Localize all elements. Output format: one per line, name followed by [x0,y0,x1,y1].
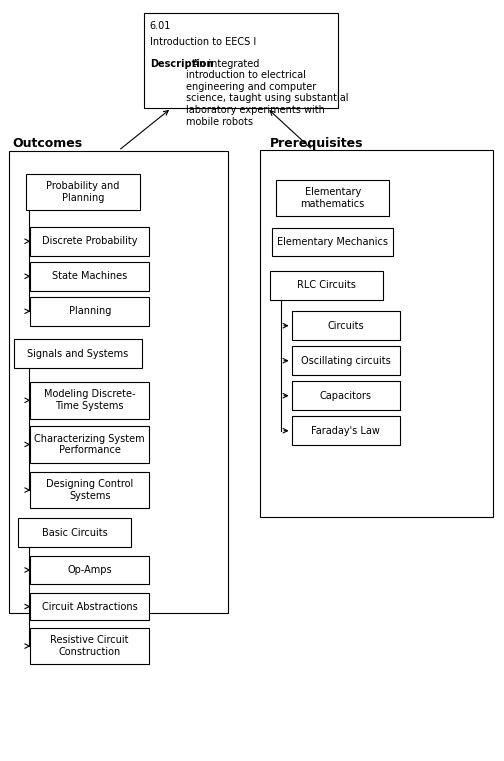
Bar [291,346,400,375]
Text: : An integrated
introduction to electrical
engineering and computer
science, tau: : An integrated introduction to electric… [186,59,349,126]
Text: Oscillating circuits: Oscillating circuits [301,355,391,366]
Bar [30,556,149,584]
Bar [9,151,228,613]
Bar [272,228,393,256]
Bar [260,150,493,517]
Bar [30,262,149,291]
Text: Signals and Systems: Signals and Systems [28,349,129,359]
Bar [26,174,140,210]
Text: Circuit Abstractions: Circuit Abstractions [42,601,138,612]
Bar [30,472,149,508]
Text: Circuits: Circuits [328,320,364,331]
Bar [30,628,149,664]
Bar [276,180,389,216]
Bar [18,518,132,547]
Text: Discrete Probability: Discrete Probability [42,236,138,247]
Text: Op-Amps: Op-Amps [68,565,112,575]
Text: Capacitors: Capacitors [320,390,372,401]
Text: Outcomes: Outcomes [13,137,83,150]
Bar [30,297,149,326]
Bar [270,271,383,300]
Bar [30,382,149,419]
Bar [291,311,400,340]
Text: Probability and
Planning: Probability and Planning [46,181,120,202]
Text: RLC Circuits: RLC Circuits [297,280,356,291]
Text: Designing Control
Systems: Designing Control Systems [46,479,134,501]
Bar [291,381,400,410]
Text: Modeling Discrete-
Time Systems: Modeling Discrete- Time Systems [44,390,136,411]
Bar [14,339,142,368]
Text: Prerequisites: Prerequisites [270,137,363,150]
Text: Basic Circuits: Basic Circuits [42,527,107,538]
Bar [30,227,149,256]
Bar [30,426,149,463]
Text: 6.01: 6.01 [150,21,171,30]
Bar [30,593,149,620]
Text: Elementary Mechanics: Elementary Mechanics [277,237,388,247]
Bar [144,13,338,108]
Text: Description: Description [150,59,213,68]
Text: Resistive Circuit
Construction: Resistive Circuit Construction [50,635,129,657]
Text: Faraday's Law: Faraday's Law [311,425,380,436]
Bar [291,416,400,445]
Text: Elementary
mathematics: Elementary mathematics [300,187,365,209]
Text: Introduction to EECS I: Introduction to EECS I [150,37,256,47]
Text: State Machines: State Machines [52,271,128,282]
Text: Characterizing System
Performance: Characterizing System Performance [34,434,145,455]
Text: Planning: Planning [69,306,111,317]
